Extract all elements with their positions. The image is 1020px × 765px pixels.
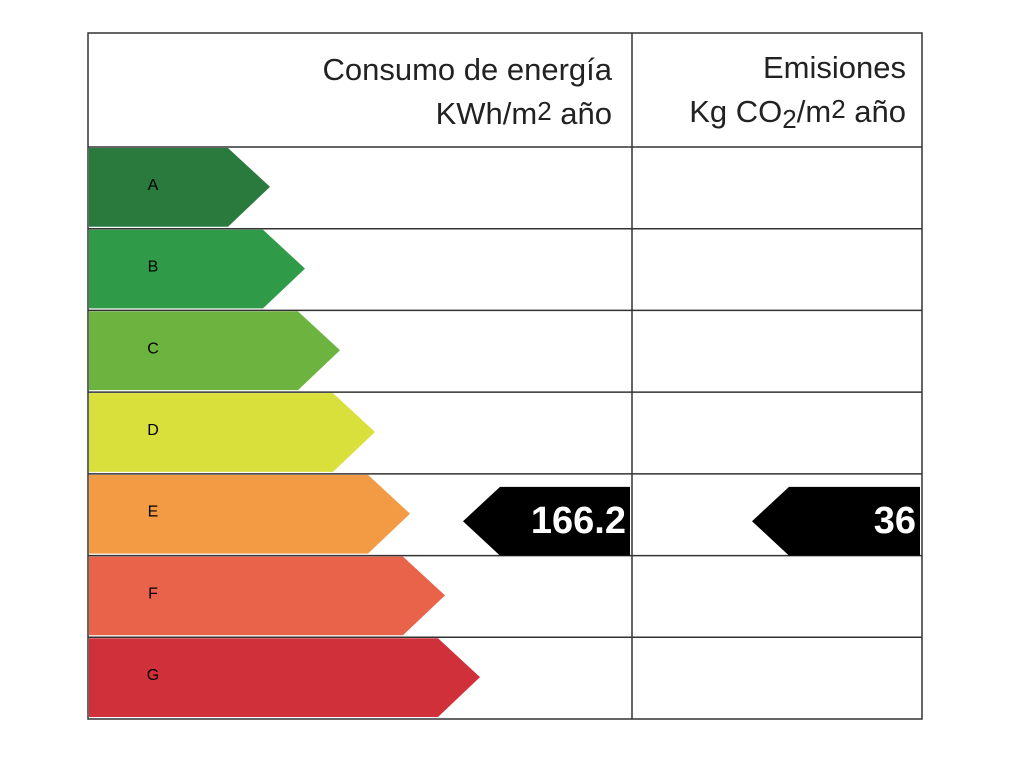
emissions-title: Emisiones [763, 50, 906, 85]
rating-letter: B [148, 259, 159, 276]
rating-arrow [89, 311, 340, 391]
rating-arrow [89, 474, 410, 554]
indicator-value: 36 [874, 500, 916, 542]
unit-sup: 2 [831, 94, 845, 124]
rating-letter: E [148, 504, 159, 521]
unit-sub: 2 [782, 104, 796, 134]
rating-arrow [89, 393, 375, 472]
energy-unit: KWh/m2 año [436, 96, 612, 131]
rating-letter: C [147, 340, 159, 357]
emissions-unit: Kg CO2/m2 año [689, 94, 906, 134]
rating-letter: F [148, 585, 158, 602]
indicator-value: 166.2 [531, 500, 626, 542]
rating-letter: D [147, 422, 159, 439]
unit-part: KWh/m [436, 96, 538, 131]
table-border [87, 32, 923, 720]
rating-letter: G [147, 667, 159, 684]
rating-arrow [89, 638, 480, 717]
rating-arrow [89, 229, 305, 309]
unit-part: Kg CO [689, 94, 782, 129]
energy-title: Consumo de energía [322, 52, 612, 87]
indicator-arrow [463, 486, 630, 556]
rating-arrow [89, 148, 270, 227]
unit-part: /m [797, 94, 831, 129]
indicator-arrow [752, 486, 920, 556]
unit-sup: 2 [537, 96, 551, 126]
rating-arrow [89, 556, 445, 636]
rating-letter: A [148, 177, 159, 194]
unit-part: año [846, 94, 906, 129]
unit-part: año [552, 96, 612, 131]
